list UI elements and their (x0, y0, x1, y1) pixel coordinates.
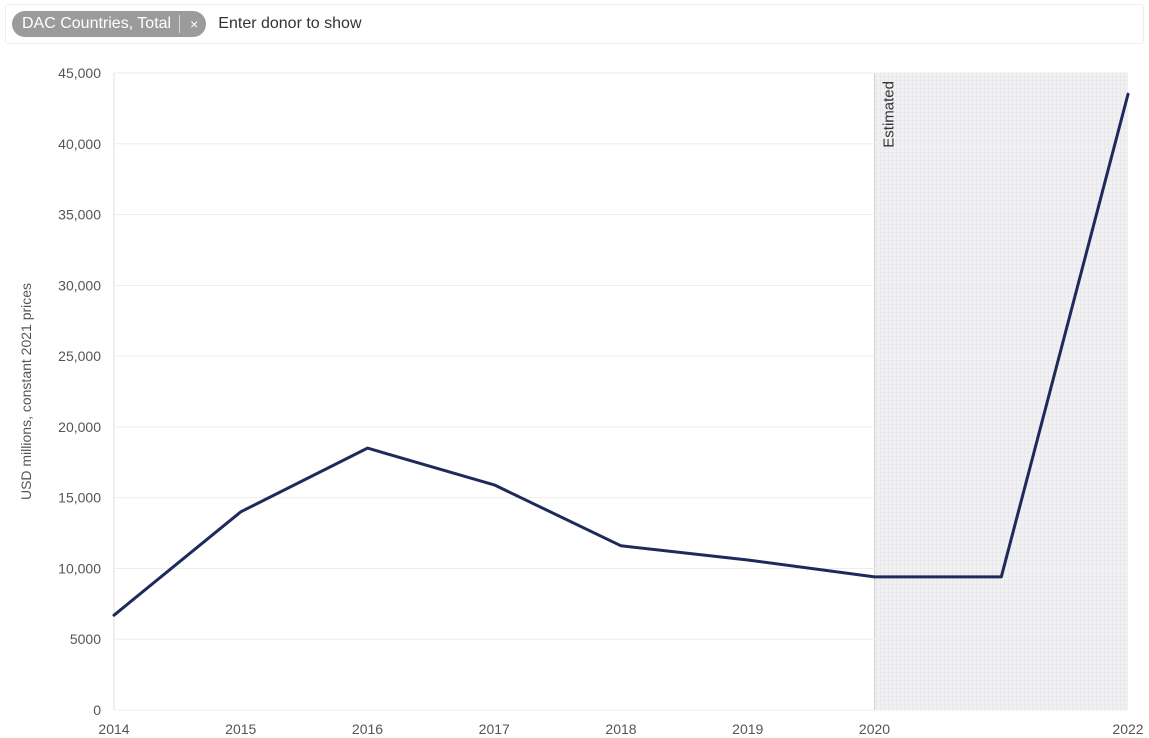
data-point[interactable] (365, 446, 370, 451)
y-tick-label: 35,000 (58, 207, 101, 223)
x-tick-label: 2018 (605, 721, 636, 737)
donor-chip[interactable]: DAC Countries, Total × (12, 11, 207, 37)
x-tick-label: 2020 (859, 721, 890, 737)
data-point[interactable] (619, 543, 624, 548)
estimated-label: Estimated (881, 81, 898, 148)
donor-search-input[interactable] (216, 14, 621, 34)
y-tick-label: 40,000 (58, 136, 101, 152)
close-icon[interactable]: × (190, 16, 199, 32)
data-point[interactable] (872, 574, 877, 579)
chip-divider (179, 15, 181, 33)
data-point[interactable] (1126, 92, 1131, 97)
x-tick-label: 2019 (732, 721, 763, 737)
data-point[interactable] (492, 482, 497, 487)
y-tick-label: 25,000 (58, 348, 101, 364)
x-tick-label: 2022 (1112, 721, 1143, 737)
data-point[interactable] (112, 613, 117, 618)
y-axis-title: USD millions, constant 2021 prices (18, 283, 34, 500)
data-point[interactable] (238, 509, 243, 514)
x-tick-label: 2015 (225, 721, 256, 737)
donor-filter-bar: DAC Countries, Total × (5, 4, 1144, 44)
y-tick-label: 30,000 (58, 277, 101, 293)
data-point[interactable] (745, 557, 750, 562)
donor-chip-label: DAC Countries, Total (22, 15, 172, 32)
estimated-region (874, 73, 1128, 710)
x-tick-label: 2017 (479, 721, 510, 737)
y-tick-label: 10,000 (58, 560, 101, 576)
series-line-0 (112, 92, 1130, 617)
y-tick-label: 20,000 (58, 419, 101, 435)
x-tick-label: 2014 (98, 721, 129, 737)
x-tick-label: 2016 (352, 721, 383, 737)
y-tick-label: 15,000 (58, 490, 101, 506)
y-tick-label: 0 (93, 702, 101, 718)
y-tick-label: 45,000 (58, 65, 101, 81)
y-tick-label: 5000 (70, 631, 101, 647)
data-point[interactable] (999, 574, 1004, 579)
